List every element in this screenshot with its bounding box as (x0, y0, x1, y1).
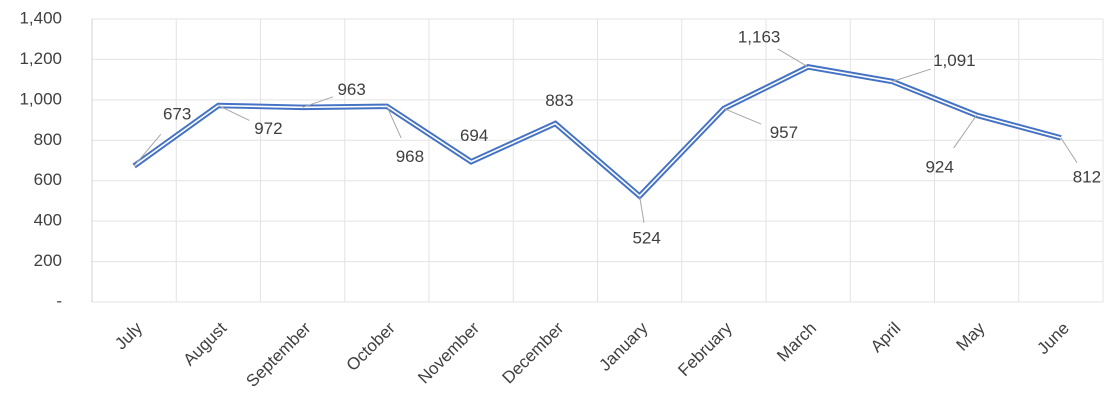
leader-line (302, 96, 334, 108)
data-label: 972 (254, 119, 282, 138)
leader-line (892, 68, 931, 82)
y-tick-label: 800 (34, 130, 62, 149)
leader-line (723, 108, 762, 125)
data-label: 1,091 (933, 51, 976, 70)
leader-line (1060, 137, 1078, 163)
data-label: 812 (1073, 167, 1101, 186)
leader-line (133, 134, 162, 167)
x-tick-label: November (414, 318, 483, 387)
data-label: 524 (632, 229, 660, 248)
data-label: 1,163 (738, 27, 781, 46)
x-tick-label: June (1033, 319, 1073, 359)
data-label: 883 (545, 91, 573, 110)
data-label: 968 (396, 147, 424, 166)
x-tick-label: February (674, 318, 736, 380)
leader-line (386, 106, 402, 139)
y-tick-label: 600 (34, 170, 62, 189)
x-tick-label: October (343, 318, 399, 374)
x-tick-label: March (773, 319, 820, 366)
x-tick-label: May (952, 318, 988, 354)
x-tick-label: August (180, 318, 231, 369)
data-label: 957 (770, 123, 798, 142)
x-tick-label: January (595, 318, 652, 375)
data-label: 673 (163, 104, 191, 123)
leader-line (953, 114, 978, 149)
y-tick-label: 1,400 (19, 8, 62, 27)
y-tick-label: - (56, 291, 62, 310)
data-label: 963 (337, 80, 365, 99)
x-tick-label: December (498, 318, 567, 387)
x-tick-label: July (111, 318, 146, 353)
x-tick-label: April (867, 319, 904, 356)
y-tick-label: 1,200 (19, 49, 62, 68)
y-tick-label: 200 (34, 251, 62, 270)
y-tick-label: 400 (34, 211, 62, 230)
series-line-inner (133, 66, 1062, 198)
y-tick-label: 1,000 (19, 89, 62, 108)
data-label: 694 (460, 126, 488, 145)
x-tick-label: September (242, 318, 314, 390)
leader-line (218, 105, 250, 121)
data-label: 924 (925, 158, 953, 177)
leader-line (777, 48, 809, 68)
leader-line (639, 195, 645, 223)
